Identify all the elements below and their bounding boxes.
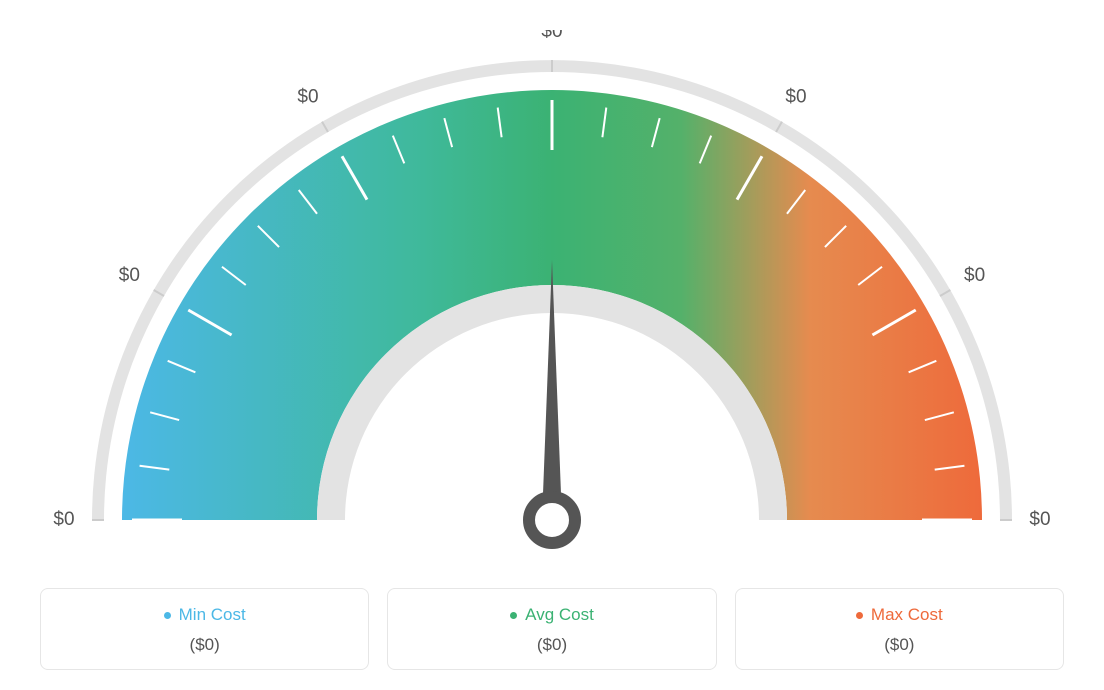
dot-icon xyxy=(164,612,171,619)
svg-text:$0: $0 xyxy=(541,30,562,42)
legend-card-avg: Avg Cost ($0) xyxy=(387,588,716,670)
legend-title-avg: Avg Cost xyxy=(510,605,594,625)
legend-title-min: Min Cost xyxy=(164,605,246,625)
legend-label: Max Cost xyxy=(871,605,943,625)
dot-icon xyxy=(510,612,517,619)
svg-text:$0: $0 xyxy=(119,265,140,286)
legend-value: ($0) xyxy=(736,635,1063,655)
svg-text:$0: $0 xyxy=(297,86,318,107)
legend-label: Avg Cost xyxy=(525,605,594,625)
svg-text:$0: $0 xyxy=(1029,509,1050,530)
legend-title-max: Max Cost xyxy=(856,605,943,625)
legend-value: ($0) xyxy=(41,635,368,655)
legend-card-max: Max Cost ($0) xyxy=(735,588,1064,670)
legend-value: ($0) xyxy=(388,635,715,655)
svg-text:$0: $0 xyxy=(53,509,74,530)
svg-text:$0: $0 xyxy=(785,86,806,107)
legend-label: Min Cost xyxy=(179,605,246,625)
svg-text:$0: $0 xyxy=(964,265,985,286)
legend-card-min: Min Cost ($0) xyxy=(40,588,369,670)
legend-row: Min Cost ($0) Avg Cost ($0) Max Cost ($0… xyxy=(40,588,1064,670)
gauge-chart: $0 $0 $0 $0 $0 $0 $0 xyxy=(0,0,1104,560)
gauge-svg: $0 $0 $0 $0 $0 $0 $0 xyxy=(22,30,1082,570)
dot-icon xyxy=(856,612,863,619)
